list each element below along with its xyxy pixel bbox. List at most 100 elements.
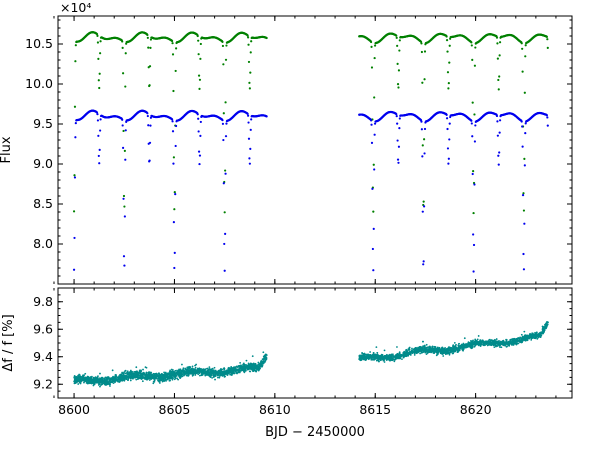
flux-point: [122, 197, 125, 200]
residual-point: [120, 377, 123, 380]
residual-point: [135, 366, 138, 369]
residual-point: [260, 360, 263, 362]
residual-point: [140, 373, 143, 376]
residual-point: [245, 359, 248, 362]
residual-point: [235, 369, 237, 372]
residual-point: [241, 366, 244, 368]
residual-point: [136, 371, 139, 374]
residual-point: [260, 361, 263, 364]
residual-point: [244, 368, 247, 371]
residual-point: [89, 376, 92, 378]
flux-point: [470, 119, 473, 122]
residual-point: [239, 369, 242, 372]
flux-ytick-label: 9.0: [33, 156, 53, 171]
flux-point: [396, 83, 400, 86]
flux-point: [474, 124, 477, 127]
flux-point: [545, 35, 549, 38]
residual-point: [114, 374, 117, 376]
flux-point: [171, 120, 174, 123]
residual-point: [476, 338, 479, 341]
residual-point: [135, 378, 138, 381]
flux-point: [224, 135, 228, 138]
flux-point: [524, 132, 527, 135]
residual-point: [248, 370, 251, 373]
flux-point: [96, 113, 99, 116]
residual-point: [208, 368, 211, 370]
flux-point: [370, 123, 373, 126]
flux-point: [397, 161, 400, 164]
residual-point: [78, 381, 81, 384]
flux-point: [498, 131, 501, 134]
residual-point: [85, 382, 88, 384]
flux-point: [199, 42, 202, 46]
flux-point: [171, 39, 174, 43]
flux-point: [247, 121, 250, 124]
flux-point: [97, 79, 100, 82]
residual-point: [95, 378, 98, 381]
residual-point: [172, 373, 175, 376]
flux-multiplier: ×10⁴: [60, 0, 91, 15]
flux-point: [396, 44, 399, 47]
flux-point: [225, 122, 228, 125]
flux-point: [98, 86, 101, 90]
residual-point: [90, 380, 92, 383]
residual-point: [160, 378, 163, 381]
flux-point: [123, 149, 126, 152]
residual-point: [257, 363, 260, 366]
residual-point: [123, 371, 126, 374]
residual-point: [92, 384, 95, 387]
residual-point: [223, 376, 226, 378]
flux-point: [423, 78, 426, 81]
flux-point: [545, 114, 549, 117]
flux-point: [146, 114, 149, 118]
residual-point: [262, 358, 265, 361]
flux-point: [372, 227, 375, 230]
residual-point: [213, 375, 216, 377]
flux-point: [473, 113, 476, 116]
flux-point: [122, 194, 126, 198]
flux-point: [96, 41, 100, 44]
flux-point: [121, 46, 124, 50]
residual-points: [73, 321, 549, 388]
residual-point: [155, 372, 158, 375]
flux-point: [497, 88, 500, 91]
flux-point: [224, 172, 227, 175]
residual-point: [161, 376, 163, 378]
flux-point: [172, 89, 175, 93]
residual-point: [84, 377, 87, 380]
residual-point: [175, 372, 178, 375]
flux-point: [197, 117, 200, 120]
residual-point: [83, 379, 86, 382]
flux-point: [74, 60, 77, 63]
flux-point: [121, 146, 125, 149]
residual-point: [154, 375, 157, 377]
residual-point: [210, 372, 213, 374]
residual-point: [215, 371, 218, 374]
residual-point: [262, 351, 265, 354]
residual-point: [126, 371, 128, 374]
flux-point: [497, 78, 500, 82]
residual-point: [253, 363, 255, 366]
residual-point: [187, 374, 190, 377]
residual-point: [174, 369, 177, 372]
residual-point: [96, 376, 99, 379]
residual-point: [223, 368, 226, 371]
residual-point: [143, 377, 146, 380]
residual-point: [150, 371, 153, 374]
flux-point: [498, 41, 502, 44]
residual-point: [257, 368, 260, 370]
residual-point: [184, 367, 187, 370]
residual-point: [181, 363, 183, 366]
residual-point: [101, 381, 104, 384]
residual-point: [158, 374, 160, 377]
flux-point: [422, 200, 425, 203]
residual-point: [488, 338, 491, 341]
residual-point: [107, 381, 110, 383]
residual-point: [105, 377, 107, 380]
residual-point: [235, 372, 238, 375]
residual-point: [84, 372, 87, 375]
residual-point: [230, 368, 233, 371]
flux-point: [72, 268, 76, 271]
flux-point: [248, 81, 251, 84]
flux-point: [421, 210, 424, 213]
